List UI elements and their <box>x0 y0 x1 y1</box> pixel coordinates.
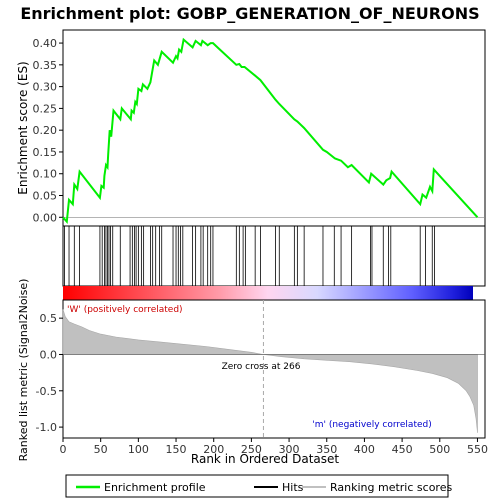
ranking-color-bar <box>63 286 473 300</box>
legend-entry: Enrichment profile <box>104 481 206 494</box>
legend: Enrichment profile Hits Ranking metric sco… <box>76 481 452 494</box>
enrichment-profile-line <box>62 37 479 224</box>
ranking-x-tick-label: 400 <box>354 443 375 456</box>
ranking-y-tick-label: -1.0 <box>36 421 57 434</box>
ranking-x-tick-label: 550 <box>467 443 488 456</box>
es-y-axis-label: Enrichment score (ES) <box>16 61 30 194</box>
ranking-x-tick-label: 250 <box>241 443 262 456</box>
hits-panel-frame <box>62 225 486 287</box>
es-y-tick-label: 0.15 <box>33 146 58 159</box>
ranking-x-tick-label: 50 <box>94 443 108 456</box>
es-y-tick-label: 0.40 <box>33 37 58 50</box>
ranking-y-axis: -1.0 -0.5 0.0 0.5 <box>36 312 63 434</box>
ranking-y-tick-label: 0.5 <box>40 312 58 325</box>
ranking-x-tick-label: 0 <box>60 443 67 456</box>
ranking-x-tick-label: 100 <box>128 443 149 456</box>
ranking-x-axis: 0 50 100 150 200 250 300 350 400 450 500 550 <box>60 438 488 456</box>
ranking-metric-area <box>62 309 478 433</box>
ranking-x-tick-label: 350 <box>316 443 337 456</box>
negative-correlation-label: 'm' (negatively correlated) <box>312 420 431 430</box>
legend-entry: Ranking metric scores <box>330 481 452 494</box>
ranking-x-tick-label: 300 <box>279 443 300 456</box>
es-y-tick-label: 0.25 <box>33 102 58 115</box>
ranking-y-tick-label: 0.0 <box>40 348 58 361</box>
ranking-metric-layer <box>62 300 485 438</box>
ranking-x-axis-label: Rank in Ordered Dataset <box>191 452 339 466</box>
es-y-tick-label: 0.10 <box>33 168 58 181</box>
es-y-tick-label: 0.30 <box>33 81 58 94</box>
legend-entry: Hits <box>282 481 304 494</box>
ranking-x-tick-label: 200 <box>203 443 224 456</box>
es-y-tick-label: 0.00 <box>33 211 58 224</box>
ranking-x-tick-label: 500 <box>429 443 450 456</box>
es-y-tick-label: 0.35 <box>33 59 58 72</box>
ranking-y-tick-label: -0.5 <box>36 385 57 398</box>
es-y-tick-label: 0.20 <box>33 124 58 137</box>
chart-title: Enrichment plot: GOBP_GENERATION_OF_NEUR… <box>20 4 479 23</box>
es-y-tick-label: 0.05 <box>33 190 58 203</box>
hits-layer <box>64 226 435 286</box>
zero-cross-label: Zero cross at 266 <box>222 362 301 372</box>
es-y-axis: 0.00 0.05 0.10 0.15 0.20 0.25 0.30 0.35 0.40 <box>33 37 63 224</box>
ranking-y-axis-label: Ranked list metric (Signal2Noise) <box>17 279 30 462</box>
es-panel-frame <box>62 29 486 227</box>
positive-correlation-label: 'W' (positively correlated) <box>67 305 183 315</box>
ranking-x-tick-label: 450 <box>392 443 413 456</box>
ranking-x-tick-label: 150 <box>166 443 187 456</box>
enrichment-profile-layer <box>62 37 485 224</box>
